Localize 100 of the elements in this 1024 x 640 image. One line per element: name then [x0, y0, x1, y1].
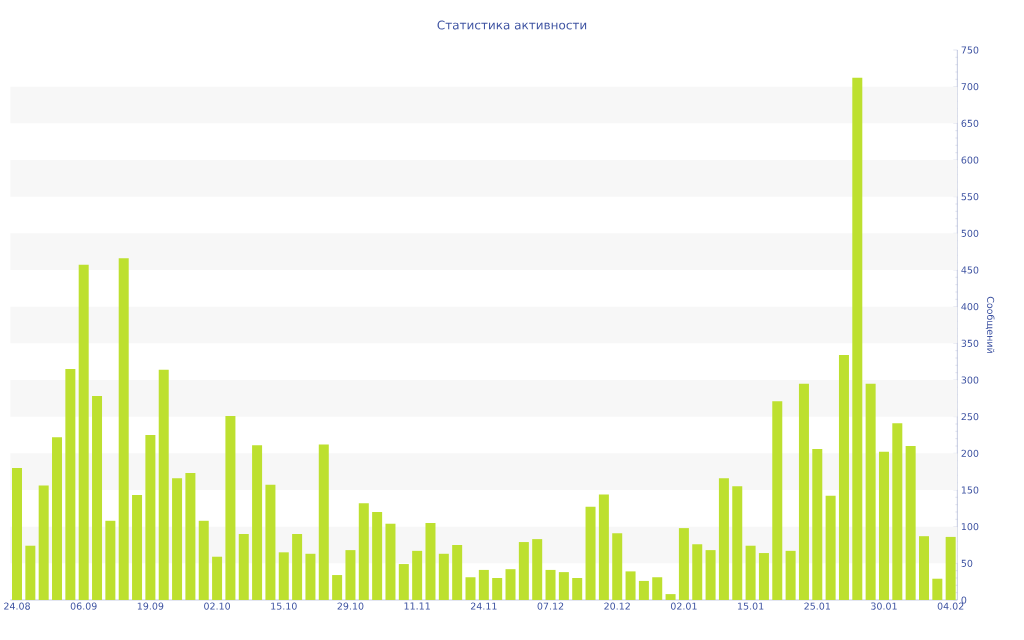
bar: [185, 473, 196, 600]
bar: [425, 522, 436, 600]
bar: [625, 571, 636, 600]
bar: [65, 368, 76, 600]
bar: [505, 569, 516, 600]
y-tick-label: 250: [961, 413, 979, 421]
bar: [132, 495, 143, 600]
bar: [745, 545, 756, 600]
bar: [318, 444, 329, 600]
bar: [692, 544, 703, 600]
bar: [12, 467, 23, 600]
bar: [798, 383, 809, 600]
bar: [598, 494, 609, 600]
x-tick-label: 19.09: [137, 602, 164, 610]
bar: [545, 569, 556, 600]
bar: [305, 553, 316, 600]
y-tick-label: 400: [961, 303, 979, 311]
bar: [52, 437, 63, 600]
y-tick-label: 350: [961, 339, 979, 347]
bar: [105, 520, 116, 600]
x-tick-label: 02.10: [204, 602, 231, 610]
y-tick-label: 700: [961, 83, 979, 91]
bar: [265, 484, 276, 600]
bar: [785, 550, 796, 600]
y-tick-label: 0: [961, 596, 967, 604]
bar: [812, 448, 823, 600]
bar: [878, 451, 889, 600]
bar: [198, 520, 209, 600]
bar: [252, 445, 263, 600]
y-tick-label: 150: [961, 486, 979, 494]
bar: [612, 533, 623, 600]
y-tick-label: 200: [961, 449, 979, 457]
y-axis-title: Сообщений: [985, 296, 995, 353]
bar: [705, 550, 716, 600]
bar: [945, 536, 956, 600]
bar: [412, 550, 423, 600]
bar: [465, 577, 476, 600]
x-tick-label: 30.01: [871, 602, 897, 610]
y-tick-label: 750: [961, 46, 979, 54]
bar: [92, 396, 103, 600]
y-tick-label: 650: [961, 119, 979, 127]
bar: [452, 544, 463, 600]
x-tick-label: 29.10: [337, 602, 364, 610]
bar: [518, 542, 529, 600]
chart-title: Статистика активности: [437, 20, 587, 30]
bar: [572, 577, 583, 600]
bar: [892, 423, 903, 600]
x-tick-label: 06.09: [70, 602, 97, 610]
bar: [905, 445, 916, 600]
bar: [558, 572, 569, 600]
y-tick-label: 450: [961, 266, 979, 274]
bar: [358, 503, 369, 600]
x-tick-label: 25.01: [804, 602, 831, 610]
bar: [732, 486, 743, 600]
y-tick-label: 500: [961, 229, 979, 237]
x-tick-label: 04.02: [937, 602, 964, 610]
bar: [398, 564, 409, 600]
bar: [825, 495, 836, 600]
bar: [478, 569, 489, 600]
bar: [585, 506, 596, 600]
bar: [145, 434, 156, 600]
bar: [78, 264, 89, 600]
bar: [865, 383, 876, 600]
bar: [718, 478, 729, 600]
x-tick-label: 15.10: [271, 602, 297, 610]
y-tick-label: 550: [961, 193, 979, 201]
bar: [332, 575, 343, 600]
bar: [385, 523, 396, 600]
bar: [292, 533, 303, 600]
x-tick-label: 24.11: [470, 602, 497, 610]
bar: [665, 594, 676, 600]
x-tick-label: 20.12: [604, 602, 630, 610]
bar: [438, 553, 449, 600]
bar: [638, 580, 649, 600]
x-tick-label: 11.11: [404, 602, 430, 610]
bar: [118, 258, 129, 600]
bar: [25, 545, 36, 600]
bar: [932, 578, 943, 600]
y-tick-label: 300: [961, 376, 979, 384]
bar: [278, 552, 289, 600]
x-tick-label: 24.08: [4, 602, 30, 610]
bar: [345, 550, 356, 600]
bar: [918, 536, 929, 600]
x-tick-label: 07.12: [537, 602, 564, 610]
bar: [838, 355, 849, 600]
bar: [758, 553, 769, 600]
bar: [372, 511, 383, 600]
x-tick-label: 02.01: [670, 602, 697, 610]
y-tick-label: 600: [961, 156, 979, 164]
bar: [772, 401, 783, 600]
bar: [238, 533, 249, 600]
bar: [532, 539, 543, 600]
bar: [678, 528, 689, 600]
bar: [652, 577, 663, 600]
y-tick-label: 100: [961, 523, 979, 531]
bar: [852, 77, 863, 600]
bar: [492, 577, 503, 600]
x-tick-label: 15.01: [738, 602, 764, 610]
bar: [225, 415, 236, 600]
bar: [172, 478, 183, 600]
